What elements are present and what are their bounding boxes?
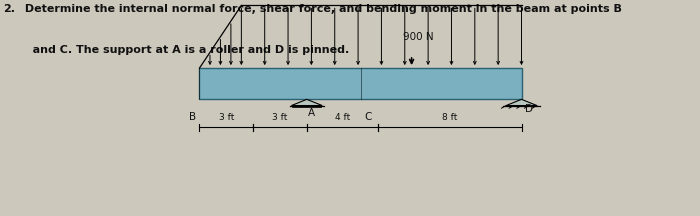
- Text: 3 ft: 3 ft: [218, 113, 234, 122]
- Text: Determine the internal normal force, shear force, and bending moment in the beam: Determine the internal normal force, she…: [21, 4, 622, 14]
- Text: 2.: 2.: [4, 4, 15, 14]
- Polygon shape: [291, 99, 322, 106]
- Bar: [199, 68, 522, 99]
- Text: 4 ft: 4 ft: [335, 113, 350, 122]
- Text: 3 ft: 3 ft: [272, 113, 288, 122]
- Text: C: C: [364, 112, 372, 122]
- Text: A: A: [308, 108, 316, 118]
- Polygon shape: [506, 99, 537, 106]
- Text: 900 N: 900 N: [403, 32, 434, 42]
- Text: D: D: [525, 104, 533, 114]
- Text: and C. The support at A is a roller and D is pinned.: and C. The support at A is a roller and …: [21, 45, 349, 55]
- Text: B: B: [189, 112, 196, 122]
- Text: 8 ft: 8 ft: [442, 113, 458, 122]
